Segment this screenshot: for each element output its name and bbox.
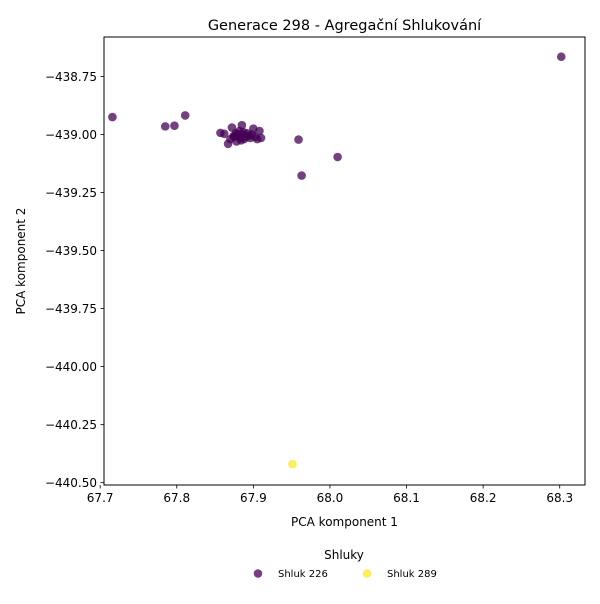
y-tick-label: −439.00 [45,128,97,142]
data-point-series-1-1 [108,112,117,122]
data-point-series-1-5 [556,52,566,62]
x-tick-label: 67.9 [240,491,267,505]
plot-area [108,52,566,469]
data-point-series-2-1 [288,459,297,469]
legend-marker-2 [362,569,372,578]
x-tick-label: 68.0 [317,491,344,505]
y-tick-label: −439.75 [45,302,97,316]
data-point-series-1-36 [229,132,238,141]
x-tick-label: 68.3 [546,491,573,505]
y-axis: −438.75 −439.00 −439.25 −439.50 −439.75 −440.… [45,70,104,490]
data-point-series-1-7 [333,152,342,162]
data-point-series-1-32 [255,126,264,136]
data-point-series-1-2 [160,122,170,131]
y-tick-label: −439.50 [45,244,97,258]
data-point-series-1-6 [294,135,303,144]
x-axis: 67.7 67.8 67.9 68.0 68.1 68.2 68.3 [87,485,573,505]
legend-label-2: Shluk 289 [387,569,437,580]
data-point-series-1-3 [170,121,179,130]
y-tick-label: −438.75 [45,70,97,84]
x-tick-label: 67.7 [87,491,114,505]
y-tick-label: −440.50 [45,476,97,490]
data-point-series-1-8 [297,171,306,180]
data-point-series-1-4 [180,111,190,120]
data-point-series-1-20 [237,120,247,130]
x-tick-label: 68.2 [470,491,497,505]
data-point-series-1-33 [256,133,266,143]
legend-marker-1 [253,569,263,578]
x-tick-label: 67.8 [163,491,190,505]
x-axis-label: PCA komponent 1 [291,515,398,529]
x-tick-label: 68.1 [393,491,420,505]
data-point-series-1-10 [219,129,229,139]
legend-label-1: Shluk 226 [278,569,328,580]
y-tick-label: −440.25 [45,418,97,432]
y-tick-label: −439.25 [45,186,97,200]
y-axis-label: PCA komponent 2 [14,208,28,315]
plot-frame [103,36,586,486]
legend: Shluky Shluk 226 Shluk 289 [253,548,437,580]
data-point-series-1-34 [236,136,246,145]
y-tick-label: −440.00 [45,360,97,374]
legend-title: Shluky [324,548,364,562]
chart-title: Generace 298 - Agregační Shlukování [208,18,482,34]
